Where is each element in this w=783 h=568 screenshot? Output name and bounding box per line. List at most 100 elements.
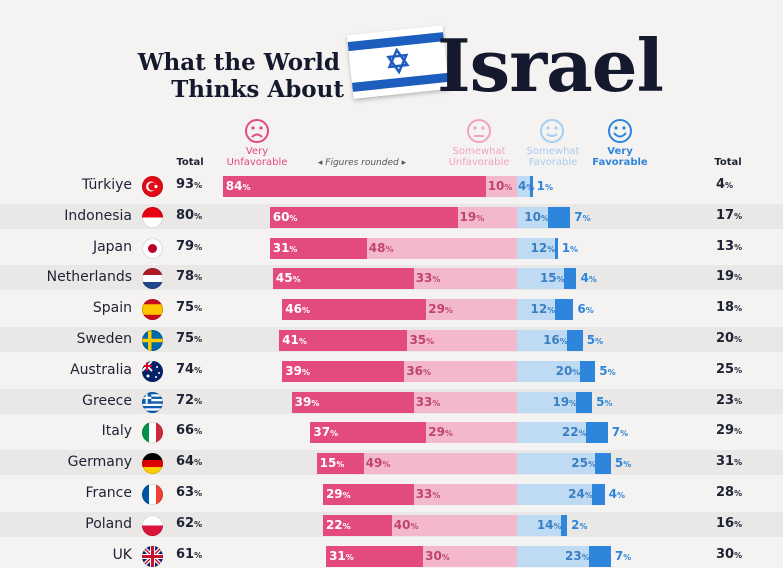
bar-very-unfavorable bbox=[291, 392, 414, 413]
country-label: Spain bbox=[92, 300, 132, 316]
very-favorable-face-icon bbox=[608, 119, 632, 143]
total-unfavorable-label: 72% bbox=[176, 393, 203, 408]
bar-somewhat-unfavorable bbox=[391, 515, 517, 536]
data-label-very-favorable: 4% bbox=[608, 487, 625, 501]
data-label-somewhat-favorable: 24% bbox=[568, 487, 593, 501]
total-unfavorable-label: 78% bbox=[176, 269, 203, 284]
data-label-somewhat-favorable: 19% bbox=[552, 395, 578, 409]
poland-flag-icon bbox=[142, 515, 163, 536]
total-unfavorable-label: 93% bbox=[176, 177, 203, 192]
bar-somewhat-unfavorable bbox=[413, 268, 517, 289]
data-label-somewhat-favorable: 15% bbox=[539, 271, 565, 285]
bar-very-favorable bbox=[560, 515, 568, 536]
country-label: Japan bbox=[92, 239, 132, 255]
data-label-somewhat-favorable: 23% bbox=[564, 549, 590, 563]
bar-very-favorable bbox=[563, 268, 577, 289]
netherlands-flag-icon bbox=[142, 268, 163, 289]
japan-flag-icon bbox=[142, 238, 163, 259]
bar-very-favorable bbox=[585, 422, 608, 443]
bar-somewhat-unfavorable bbox=[407, 330, 517, 351]
bar-somewhat-unfavorable bbox=[404, 361, 517, 382]
country-label: Australia bbox=[70, 362, 132, 378]
bar-somewhat-favorable bbox=[517, 176, 530, 197]
title-line-1: What the World bbox=[137, 49, 340, 76]
bar-somewhat-favorable bbox=[517, 299, 555, 320]
data-label-very-unfavorable: 45% bbox=[275, 271, 301, 285]
bar-very-unfavorable bbox=[316, 453, 364, 474]
total-favorable-label: 20% bbox=[716, 331, 743, 346]
bar-somewhat-unfavorable bbox=[426, 422, 517, 443]
data-label-very-favorable: 5% bbox=[614, 456, 632, 470]
data-label-somewhat-unfavorable: 48% bbox=[368, 241, 394, 255]
germany-flag-icon bbox=[142, 453, 163, 474]
data-label-very-favorable: 1% bbox=[536, 179, 554, 193]
bar-somewhat-favorable bbox=[517, 546, 589, 567]
data-label-somewhat-unfavorable: 10% bbox=[487, 179, 513, 193]
indonesia-flag-icon bbox=[142, 207, 163, 228]
bar-somewhat-unfavorable bbox=[413, 484, 517, 505]
bar-somewhat-favorable bbox=[517, 238, 555, 259]
uk-flag-icon bbox=[142, 546, 163, 567]
country-label: Poland bbox=[85, 516, 132, 532]
data-label-very-favorable: 5% bbox=[586, 333, 604, 347]
bar-somewhat-unfavorable bbox=[457, 207, 517, 228]
header-total-right: Total bbox=[714, 157, 742, 168]
total-favorable-label: 23% bbox=[716, 393, 743, 408]
data-label-very-favorable: 4% bbox=[580, 271, 597, 285]
data-label-somewhat-unfavorable: 30% bbox=[425, 549, 450, 563]
total-favorable-label: 19% bbox=[716, 269, 743, 284]
data-label-very-unfavorable: 31% bbox=[272, 241, 298, 255]
country-label: Greece bbox=[82, 393, 132, 409]
sweden-flag-icon bbox=[142, 330, 163, 351]
data-label-very-unfavorable: 84% bbox=[225, 179, 251, 193]
header-somewhat-favorable: Somewhat Favorable bbox=[526, 146, 580, 168]
data-label-very-favorable: 6% bbox=[577, 302, 594, 316]
data-label-very-favorable: 7% bbox=[611, 425, 629, 439]
bar-very-unfavorable bbox=[282, 361, 405, 382]
bar-somewhat-favorable bbox=[517, 361, 580, 382]
bar-very-favorable bbox=[554, 238, 558, 259]
data-label-somewhat-favorable: 12% bbox=[530, 302, 556, 316]
data-label-very-unfavorable: 15% bbox=[319, 456, 345, 470]
data-label-very-unfavorable: 39% bbox=[285, 364, 310, 378]
data-label-very-favorable: 1% bbox=[561, 241, 579, 255]
bar-very-favorable bbox=[529, 176, 533, 197]
spain-flag-icon bbox=[142, 299, 163, 320]
country-label: France bbox=[85, 485, 132, 501]
title-main: Israel bbox=[437, 23, 664, 108]
data-label-very-favorable: 7% bbox=[614, 549, 632, 563]
bar-very-favorable bbox=[588, 546, 611, 567]
total-unfavorable-label: 66% bbox=[176, 423, 203, 438]
total-unfavorable-label: 61% bbox=[176, 547, 203, 562]
bar-somewhat-favorable bbox=[517, 268, 564, 289]
data-label-somewhat-unfavorable: 49% bbox=[365, 456, 391, 470]
data-label-very-favorable: 5% bbox=[596, 395, 613, 409]
bar-very-unfavorable bbox=[322, 515, 392, 536]
bar-very-favorable bbox=[579, 361, 596, 382]
data-label-very-favorable: 5% bbox=[599, 364, 616, 378]
very-unfavorable-face-icon bbox=[245, 119, 269, 143]
data-label-very-unfavorable: 22% bbox=[325, 518, 351, 532]
bar-somewhat-unfavorable bbox=[423, 546, 517, 567]
data-label-very-favorable: 7% bbox=[574, 210, 591, 224]
country-label: Germany bbox=[67, 454, 132, 470]
data-label-somewhat-unfavorable: 29% bbox=[428, 425, 453, 439]
total-favorable-label: 4% bbox=[716, 177, 734, 192]
total-unfavorable-label: 80% bbox=[176, 208, 203, 223]
total-unfavorable-label: 62% bbox=[176, 516, 203, 531]
bar-somewhat-favorable bbox=[517, 515, 561, 536]
somewhat-favorable-face-icon bbox=[540, 119, 564, 143]
data-label-very-unfavorable: 37% bbox=[313, 425, 339, 439]
france-flag-icon bbox=[142, 484, 163, 505]
header-total-left: Total bbox=[176, 157, 204, 168]
bar-very-unfavorable bbox=[269, 207, 458, 228]
italy-flag-icon bbox=[142, 422, 163, 443]
bar-somewhat-favorable bbox=[517, 207, 549, 228]
data-label-somewhat-unfavorable: 33% bbox=[415, 487, 441, 501]
bar-somewhat-favorable bbox=[517, 330, 568, 351]
header-figures-rounded: ◂ Figures rounded ▸ bbox=[317, 158, 407, 168]
title-line-2: Thinks About bbox=[171, 76, 344, 103]
total-favorable-label: 28% bbox=[716, 485, 743, 500]
data-label-very-favorable: 2% bbox=[571, 518, 588, 532]
